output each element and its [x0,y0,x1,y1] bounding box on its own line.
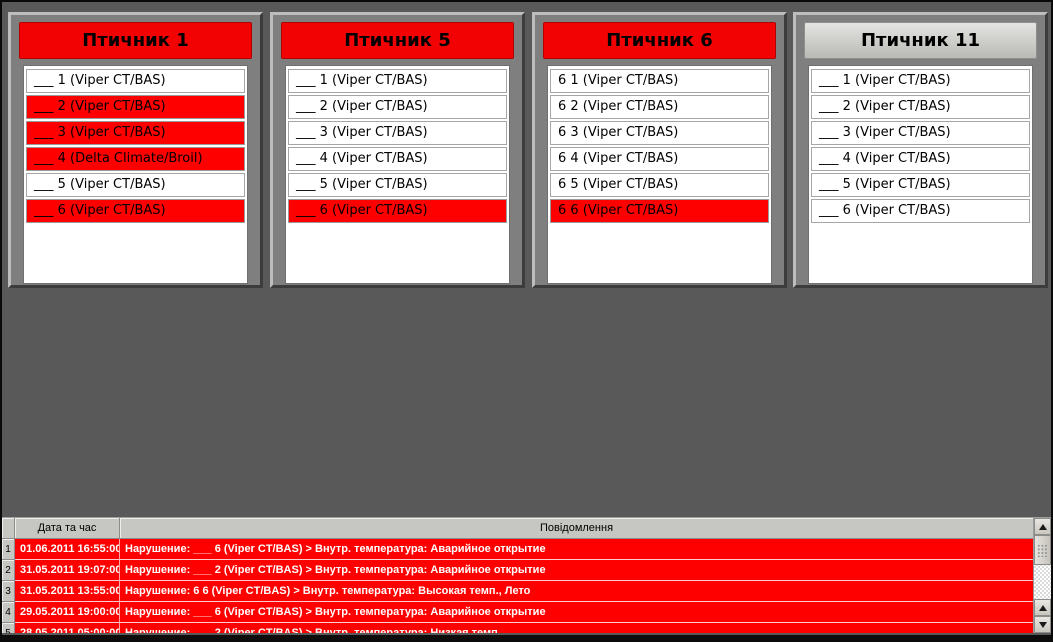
alarm-row-number: 4 [2,602,15,623]
alarm-row-number: 1 [2,539,15,560]
column-header-datetime[interactable]: Дата та час [15,518,120,539]
controller-item[interactable]: ___ 3 (Viper CT/BAS) [811,121,1030,145]
house-panel-6: Птичник 6 6 1 (Viper CT/BAS) 6 2 (Viper … [532,12,787,288]
controller-item[interactable]: ___ 3 (Viper CT/BAS) [26,121,245,145]
alarm-row-datetime: 31.05.2011 19:07:00 [15,560,120,581]
controller-item[interactable]: ___ 1 (Viper CT/BAS) [288,69,507,93]
scroll-up-button[interactable] [1034,518,1051,535]
controller-item[interactable]: ___ 1 (Viper CT/BAS) [811,69,1030,93]
controller-item[interactable]: ___ 2 (Viper CT/BAS) [811,95,1030,119]
alarm-log-body: 1 01.06.2011 16:55:00 Нарушение: ___ 6 (… [2,539,1034,633]
alarm-row-datetime: 28.05.2011 05:00:00 [15,623,120,633]
arrow-down-icon [1038,621,1047,628]
alarm-row-message: Нарушение: ___ 2 (Viper CT/BAS) > Внутр.… [120,560,1034,581]
alarm-row[interactable]: 4 29.05.2011 19:00:00 Нарушение: ___ 6 (… [2,602,1034,623]
controller-item[interactable]: ___ 1 (Viper CT/BAS) [26,69,245,93]
column-header-message[interactable]: Повідомлення [120,518,1034,539]
house-panel-11-header[interactable]: Птичник 11 [804,22,1037,59]
controller-item[interactable]: ___ 3 (Viper CT/BAS) [288,121,507,145]
arrow-up-icon [1038,604,1047,611]
house-panel-5: Птичник 5 ___ 1 (Viper CT/BAS) ___ 2 (Vi… [270,12,525,288]
alarm-row-number: 3 [2,581,15,602]
controller-item[interactable]: ___ 5 (Viper CT/BAS) [811,173,1030,197]
alarm-row-number: 5 [2,623,15,633]
controller-item[interactable]: 6 5 (Viper CT/BAS) [550,173,769,197]
house-panel-1-title: Птичник 1 [82,30,189,51]
house-panel-5-header[interactable]: Птичник 5 [281,22,514,59]
grip-dots-icon [1037,543,1048,557]
house-panel-6-title: Птичник 6 [606,30,713,51]
house-panel-1: Птичник 1 ___ 1 (Viper CT/BAS) ___ 2 (Vi… [8,12,263,288]
house-panel-6-controller-list: 6 1 (Viper CT/BAS) 6 2 (Viper CT/BAS) 6 … [547,65,772,284]
house-panel-11-title: Птичник 11 [860,30,981,51]
controller-item[interactable]: ___ 4 (Viper CT/BAS) [811,147,1030,171]
alarm-row-datetime: 31.05.2011 13:55:00 [15,581,120,602]
alarm-row[interactable]: 3 31.05.2011 13:55:00 Нарушение: 6 6 (Vi… [2,581,1034,602]
arrow-up-icon [1038,523,1047,530]
house-panel-6-header[interactable]: Птичник 6 [543,22,776,59]
controller-item[interactable]: ___ 2 (Viper CT/BAS) [26,95,245,119]
controller-item[interactable]: 6 4 (Viper CT/BAS) [550,147,769,171]
controller-item[interactable]: 6 2 (Viper CT/BAS) [550,95,769,119]
alarm-log-table: Дата та час Повідомлення 1 01.06.2011 16… [2,517,1051,633]
alarm-log-scrollbar[interactable] [1033,518,1051,633]
controller-item[interactable]: 6 6 (Viper CT/BAS) [550,199,769,223]
house-panel-5-title: Птичник 5 [344,30,451,51]
scrollbar-thumb[interactable] [1034,535,1051,565]
scroll-down-button[interactable] [1034,616,1051,633]
alarm-log-header-row: Дата та час Повідомлення [2,518,1034,539]
house-panel-11-controller-list: ___ 1 (Viper CT/BAS) ___ 2 (Viper CT/BAS… [808,65,1033,284]
house-panel-1-controller-list: ___ 1 (Viper CT/BAS) ___ 2 (Viper CT/BAS… [23,65,248,284]
controller-item[interactable]: ___ 4 (Viper CT/BAS) [288,147,507,171]
scrollbar-track[interactable] [1034,565,1051,599]
controller-item[interactable]: ___ 2 (Viper CT/BAS) [288,95,507,119]
controller-item[interactable]: ___ 6 (Viper CT/BAS) [811,199,1030,223]
alarm-row[interactable]: 2 31.05.2011 19:07:00 Нарушение: ___ 2 (… [2,560,1034,581]
alarm-row-message: Нарушение: ___ 2 (Viper CT/BAS) > Внутр.… [120,623,1034,633]
controller-item[interactable]: ___ 4 (Delta Climate/Broil) [26,147,245,171]
controller-item[interactable]: 6 3 (Viper CT/BAS) [550,121,769,145]
controller-item[interactable]: ___ 6 (Viper CT/BAS) [288,199,507,223]
alarm-row[interactable]: 1 01.06.2011 16:55:00 Нарушение: ___ 6 (… [2,539,1034,560]
alarm-row-datetime: 29.05.2011 19:00:00 [15,602,120,623]
alarm-row[interactable]: 5 28.05.2011 05:00:00 Нарушение: ___ 2 (… [2,623,1034,633]
house-panel-5-controller-list: ___ 1 (Viper CT/BAS) ___ 2 (Viper CT/BAS… [285,65,510,284]
alarm-row-datetime: 01.06.2011 16:55:00 [15,539,120,560]
alarm-row-message: Нарушение: ___ 6 (Viper CT/BAS) > Внутр.… [120,539,1034,560]
controller-item[interactable]: ___ 6 (Viper CT/BAS) [26,199,245,223]
alarm-row-message: Нарушение: ___ 6 (Viper CT/BAS) > Внутр.… [120,602,1034,623]
controller-item[interactable]: ___ 5 (Viper CT/BAS) [26,173,245,197]
house-panel-1-header[interactable]: Птичник 1 [19,22,252,59]
controller-item[interactable]: ___ 5 (Viper CT/BAS) [288,173,507,197]
controller-item[interactable]: 6 1 (Viper CT/BAS) [550,69,769,93]
alarm-row-number: 2 [2,560,15,581]
house-panel-11: Птичник 11 ___ 1 (Viper CT/BAS) ___ 2 (V… [793,12,1048,288]
alarm-row-message: Нарушение: 6 6 (Viper CT/BAS) > Внутр. т… [120,581,1034,602]
column-header-index [2,518,15,539]
scroll-up-button-secondary[interactable] [1034,599,1051,616]
